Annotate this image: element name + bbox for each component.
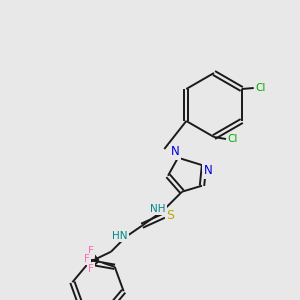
Text: F: F (88, 246, 94, 256)
Text: N: N (204, 164, 212, 177)
Text: HN: HN (112, 231, 128, 241)
Text: NH: NH (150, 204, 166, 214)
Text: Cl: Cl (256, 83, 266, 93)
Text: N: N (171, 145, 179, 158)
Text: F: F (84, 254, 90, 264)
Text: F: F (88, 264, 94, 274)
Text: Cl: Cl (228, 134, 238, 144)
Text: S: S (166, 209, 174, 222)
